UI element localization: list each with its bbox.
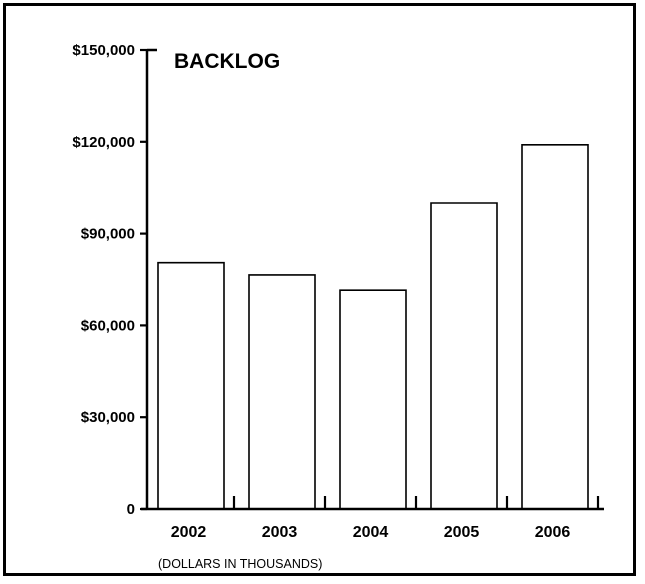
chart-title: BACKLOG	[174, 50, 280, 73]
bar-fill-2003	[249, 274, 315, 509]
y-tick-label: $120,000	[72, 134, 135, 151]
bar-outline-2005	[430, 202, 498, 509]
y-tick-label: 0	[127, 501, 135, 518]
x-tick-label: 2002	[171, 524, 207, 541]
y-tick-label: $90,000	[81, 226, 135, 243]
bar-outline-2004	[339, 289, 407, 509]
bar-outline-2003	[248, 274, 316, 509]
bar-fill-2004	[340, 290, 406, 509]
bar-2005	[430, 202, 498, 509]
bar-2004	[339, 289, 407, 509]
y-tick-label: $60,000	[81, 317, 135, 334]
bar-fill-2005	[431, 203, 497, 509]
bar-outline-2006	[521, 144, 589, 509]
x-tick-label: 2003	[262, 524, 298, 541]
bar-2003	[248, 274, 316, 509]
y-tick-label: $30,000	[81, 409, 135, 426]
x-tick-label: 2004	[353, 524, 389, 541]
bar-2002	[157, 261, 225, 509]
bar-outline-2002	[157, 261, 225, 509]
bar-fill-2006	[522, 144, 588, 510]
units-note: (DOLLARS IN THOUSANDS)	[158, 557, 322, 571]
y-tick-label: $150,000	[72, 42, 135, 59]
bar-2006	[521, 144, 589, 510]
x-tick-label: 2005	[444, 524, 480, 541]
x-tick-label: 2006	[535, 524, 571, 541]
bar-fill-2002	[158, 262, 224, 509]
